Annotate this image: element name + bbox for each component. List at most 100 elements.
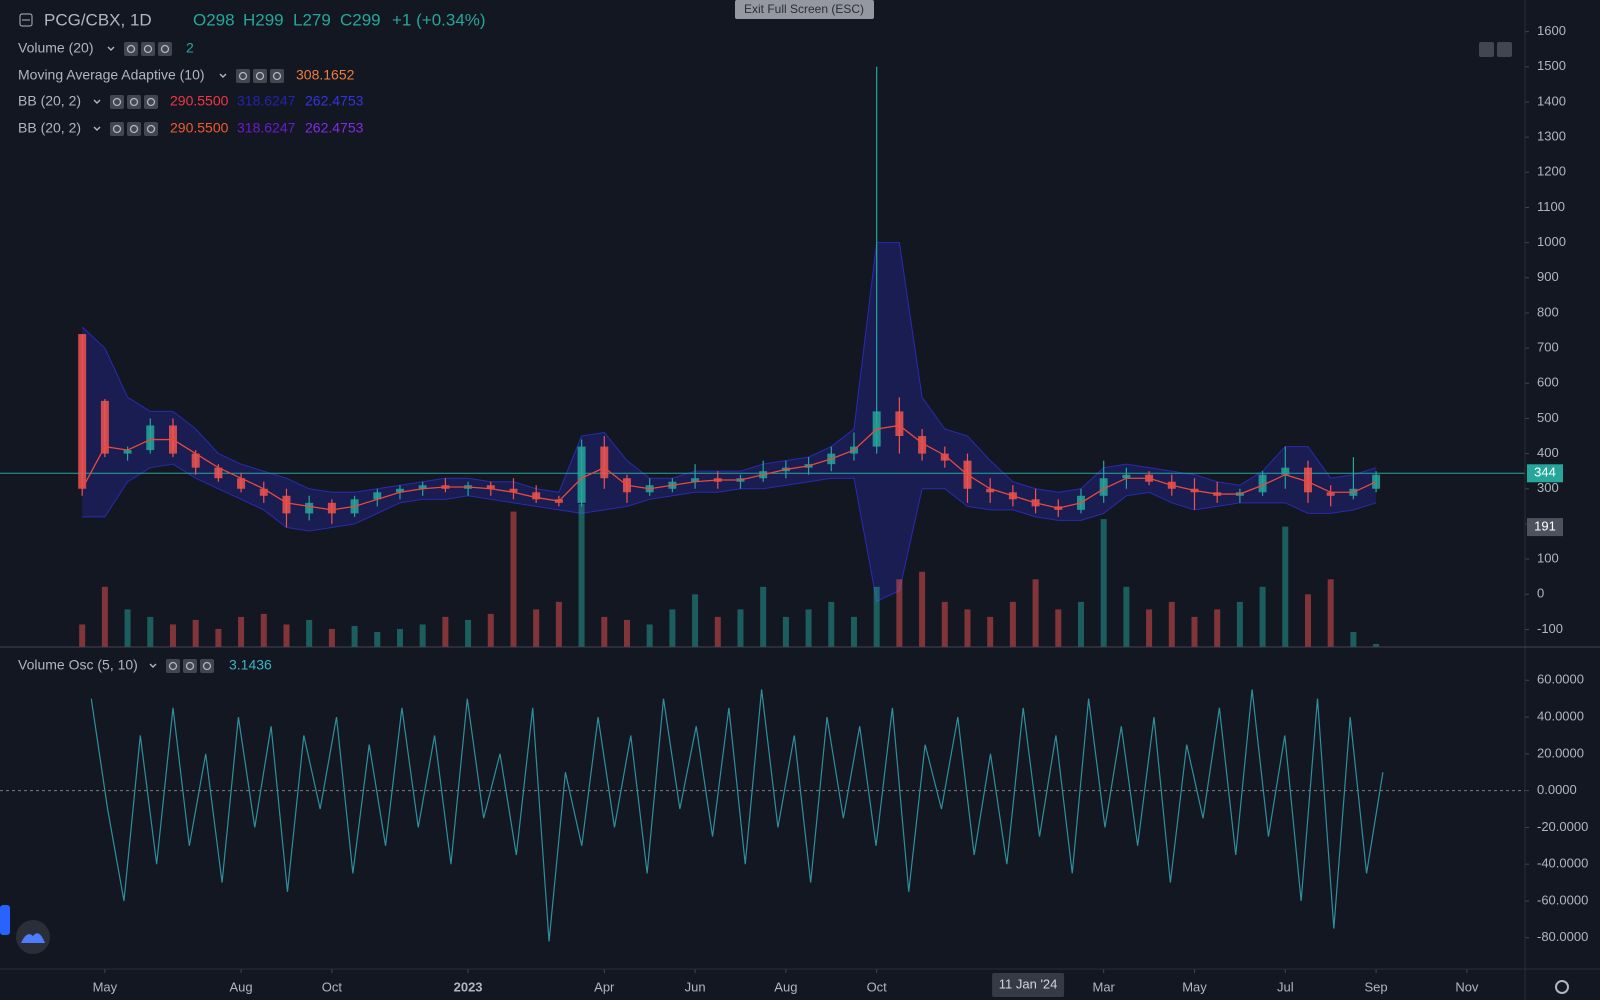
legend-icon[interactable]	[200, 659, 214, 673]
legend-name: Moving Average Adaptive (10)	[18, 67, 205, 83]
bb-area	[82, 242, 1377, 602]
volume-bar	[1123, 586, 1130, 647]
settings-icon[interactable]	[1555, 980, 1569, 994]
volume-bar	[896, 579, 903, 647]
volume-bar	[419, 624, 426, 647]
volume-bar	[1282, 526, 1289, 647]
volume-bar	[1304, 594, 1311, 647]
legend-icon[interactable]	[166, 659, 180, 673]
candle-body	[691, 478, 700, 482]
legend-icon[interactable]	[158, 42, 172, 56]
legend-icon-glyph	[146, 97, 156, 107]
volume-bar	[692, 594, 699, 647]
candle-body	[146, 425, 155, 451]
plot: 1600150014001300120011001000900800700600…	[0, 23, 1588, 997]
candle-body	[214, 467, 223, 479]
volume-bar	[1259, 586, 1266, 647]
volume-bar	[1214, 609, 1221, 647]
change: +1 (+0.34%)	[392, 10, 486, 29]
volume-bar	[215, 628, 222, 647]
x-tick-label: 2023	[454, 979, 483, 994]
x-tick-label: Jun	[685, 979, 706, 994]
volume-bar	[1168, 601, 1175, 647]
legend-chevron	[149, 663, 157, 668]
volume-bar	[941, 601, 948, 647]
x-tick-label: Nov	[1455, 979, 1479, 994]
legend-icon[interactable]	[183, 659, 197, 673]
volume-bar	[487, 613, 494, 647]
candle-body	[1099, 478, 1108, 496]
y2-tick-label: -20.0000	[1537, 819, 1588, 834]
candle-body	[577, 446, 586, 503]
legend-icon[interactable]	[110, 95, 124, 109]
volume-bar	[169, 624, 176, 647]
legend-icon[interactable]	[270, 69, 284, 83]
legend-chevron	[219, 73, 227, 78]
candle-body	[1303, 467, 1312, 493]
volume-bar	[873, 586, 880, 647]
exit-button[interactable]	[735, 0, 874, 19]
legend-icon[interactable]	[127, 95, 141, 109]
volume-bar	[578, 504, 585, 647]
volume-bar	[396, 628, 403, 647]
legend-value: 318.6247	[237, 120, 296, 136]
moving-average	[81, 424, 1377, 511]
x-tick-label: Mar	[1092, 979, 1115, 994]
legend-icon-glyph	[238, 71, 248, 81]
legend-icon[interactable]	[253, 69, 267, 83]
open: O298	[193, 10, 235, 29]
legend-icon-glyph	[255, 71, 265, 81]
crosshair-box	[992, 973, 1065, 997]
candle-body	[395, 488, 404, 493]
menu-icon[interactable]	[19, 13, 33, 27]
legend-chevron	[107, 46, 115, 51]
y2-tick-label: -40.0000	[1537, 856, 1588, 871]
candle-body	[486, 485, 495, 489]
maximize-button[interactable]	[1497, 42, 1512, 57]
volume-bar	[147, 616, 154, 647]
volume-bar	[1146, 609, 1153, 647]
legend-icon[interactable]	[127, 122, 141, 136]
candle-body	[418, 485, 427, 489]
legend-icon-glyph	[129, 97, 139, 107]
price-marker-box	[1527, 464, 1563, 483]
volume-bar	[533, 609, 540, 647]
legend-icon-glyph	[185, 661, 195, 671]
exit-button-label[interactable]: Exit Full Screen (ESC)	[744, 2, 864, 16]
legend-icon[interactable]	[144, 95, 158, 109]
volume-bar	[1009, 601, 1016, 647]
candle-body	[986, 488, 995, 493]
volume-bar	[238, 616, 245, 647]
legend-value: 308.1652	[296, 67, 355, 83]
x-tick-label: Oct	[322, 979, 343, 994]
volume-bar	[306, 619, 313, 647]
volume-bar	[1032, 579, 1039, 647]
volume-bar	[1191, 616, 1198, 647]
legend-value: 290.5500	[170, 120, 229, 136]
symbol[interactable]: PCG/CBX, 1D	[44, 10, 152, 29]
candle-body	[509, 488, 518, 493]
y-tick-label: 400	[1537, 445, 1559, 460]
collapse-button[interactable]	[1479, 42, 1494, 57]
legend-icon[interactable]	[144, 122, 158, 136]
candle-body	[1281, 467, 1290, 475]
volume-bar	[850, 616, 857, 647]
legend-icon[interactable]	[110, 122, 124, 136]
legend-icon[interactable]	[124, 42, 138, 56]
side-tab[interactable]	[0, 905, 10, 935]
legend-icon-glyph	[129, 124, 139, 134]
candle-body	[282, 495, 291, 514]
legend-icon-glyph	[146, 124, 156, 134]
y-tick-label: 300	[1537, 480, 1559, 495]
legend-icon[interactable]	[141, 42, 155, 56]
price-marker-label: 191	[1534, 519, 1556, 534]
y-tick-label: 700	[1537, 340, 1559, 355]
y-tick-label: 500	[1537, 410, 1559, 425]
legend-value: 318.6247	[237, 93, 296, 109]
y-tick-label: 800	[1537, 304, 1559, 319]
x-tick-label: Aug	[230, 979, 253, 994]
legend-value: 3.1436	[229, 657, 272, 673]
y-tick-label: 1400	[1537, 93, 1566, 108]
candle-body	[532, 492, 541, 500]
legend-icon[interactable]	[236, 69, 250, 83]
